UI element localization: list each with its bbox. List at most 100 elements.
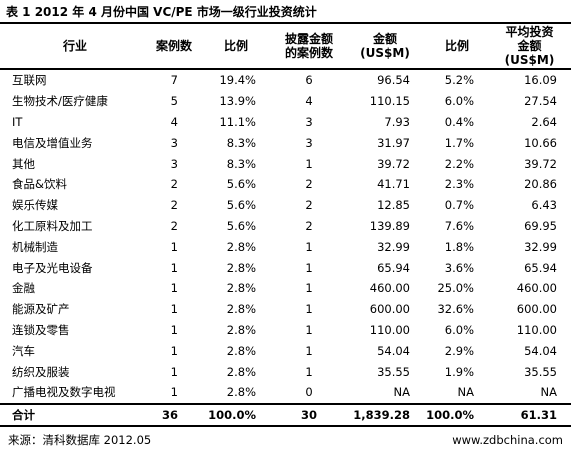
table-row: 广播电视及数字电视 1 2.8% 0 NA NA NA [0, 381, 571, 404]
cell-industry: 广播电视及数字电视 [0, 381, 150, 404]
total-avg-amount: 61.31 [488, 402, 571, 427]
cell-avg-amount: 10.66 [488, 132, 571, 154]
cell-amount-ratio: 1.9% [426, 361, 488, 382]
cell-amount: 31.97 [344, 132, 426, 154]
cell-amount: 96.54 [344, 69, 426, 91]
cell-case-ratio: 8.3% [198, 132, 274, 154]
cell-amount-ratio: 0.4% [426, 111, 488, 133]
header-row: 行业 案例数 比例 披露金额 的案例数 金额 (US$M) 比例 平均投资 金额 (US… [0, 24, 571, 70]
cell-amount: 7.93 [344, 111, 426, 133]
total-label: 合计 [0, 402, 150, 427]
cell-disclosed-cases: 1 [274, 298, 344, 320]
cell-case-ratio: 2.8% [198, 277, 274, 299]
cell-amount: 12.85 [344, 194, 426, 216]
cell-case-count: 5 [150, 90, 198, 112]
header-disclosed-cases: 披露金额 的案例数 [274, 24, 344, 70]
cell-avg-amount: 54.04 [488, 340, 571, 362]
cell-amount-ratio: 2.2% [426, 153, 488, 174]
cell-industry: 金融 [0, 277, 150, 299]
cell-disclosed-cases: 3 [274, 111, 344, 133]
cell-industry: 能源及矿产 [0, 298, 150, 320]
table-row: 金融 1 2.8% 1 460.00 25.0% 460.00 [0, 277, 571, 299]
cell-avg-amount: NA [488, 381, 571, 404]
cell-disclosed-cases: 1 [274, 340, 344, 362]
cell-disclosed-cases: 4 [274, 90, 344, 112]
cell-industry: 连锁及零售 [0, 319, 150, 341]
cell-disclosed-cases: 1 [274, 277, 344, 299]
cell-disclosed-cases: 6 [274, 69, 344, 91]
cell-case-count: 1 [150, 236, 198, 258]
cell-amount-ratio: 1.8% [426, 236, 488, 258]
cell-amount-ratio: 6.0% [426, 90, 488, 112]
cell-amount: 139.89 [344, 215, 426, 237]
header-amount: 金额 (US$M) [344, 24, 426, 70]
table-row: 电信及增值业务 3 8.3% 3 31.97 1.7% 10.66 [0, 132, 571, 154]
cell-avg-amount: 6.43 [488, 194, 571, 216]
cell-avg-amount: 110.00 [488, 319, 571, 341]
cell-disclosed-cases: 2 [274, 173, 344, 195]
cell-case-ratio: 13.9% [198, 90, 274, 112]
total-amount: 1,839.28 [344, 402, 426, 427]
footer: 来源：清科数据库 2012.05 www.zdbchina.com [0, 430, 571, 450]
cell-case-ratio: 2.8% [198, 236, 274, 258]
cell-industry: 汽车 [0, 340, 150, 362]
table-row: 生物技术/医疗健康 5 13.9% 4 110.15 6.0% 27.54 [0, 90, 571, 112]
header-case-count: 案例数 [150, 24, 198, 70]
cell-case-count: 1 [150, 381, 198, 404]
cell-amount: 110.15 [344, 90, 426, 112]
cell-case-ratio: 19.4% [198, 69, 274, 91]
cell-amount-ratio: 7.6% [426, 215, 488, 237]
cell-amount: 65.94 [344, 257, 426, 278]
cell-avg-amount: 460.00 [488, 277, 571, 299]
cell-disclosed-cases: 2 [274, 215, 344, 237]
cell-case-ratio: 2.8% [198, 340, 274, 362]
table-row: 机械制造 1 2.8% 1 32.99 1.8% 32.99 [0, 236, 571, 258]
table-row: 互联网 7 19.4% 6 96.54 5.2% 16.09 [0, 69, 571, 91]
cell-amount-ratio: NA [426, 381, 488, 404]
cell-industry: 其他 [0, 153, 150, 174]
cell-case-ratio: 5.6% [198, 173, 274, 195]
cell-amount: 39.72 [344, 153, 426, 174]
cell-industry: 电子及光电设备 [0, 257, 150, 278]
total-case-ratio: 100.0% [198, 402, 274, 427]
cell-amount-ratio: 25.0% [426, 277, 488, 299]
cell-case-ratio: 8.3% [198, 153, 274, 174]
cell-amount: 110.00 [344, 319, 426, 341]
table-row: 电子及光电设备 1 2.8% 1 65.94 3.6% 65.94 [0, 257, 571, 278]
cell-industry: IT [0, 111, 150, 133]
cell-amount: 54.04 [344, 340, 426, 362]
table-row: IT 4 11.1% 3 7.93 0.4% 2.64 [0, 111, 571, 133]
cell-amount-ratio: 1.7% [426, 132, 488, 154]
cell-industry: 食品&饮料 [0, 173, 150, 195]
cell-case-count: 1 [150, 361, 198, 382]
cell-case-ratio: 2.8% [198, 381, 274, 404]
cell-amount-ratio: 32.6% [426, 298, 488, 320]
cell-amount-ratio: 3.6% [426, 257, 488, 278]
cell-disclosed-cases: 1 [274, 153, 344, 174]
header-amount-ratio: 比例 [426, 24, 488, 70]
cell-case-count: 1 [150, 257, 198, 278]
table-row: 其他 3 8.3% 1 39.72 2.2% 39.72 [0, 153, 571, 174]
website-link[interactable]: www.zdbchina.com [452, 433, 563, 447]
cell-industry: 纺织及服装 [0, 361, 150, 382]
cell-industry: 机械制造 [0, 236, 150, 258]
cell-amount: 32.99 [344, 236, 426, 258]
cell-case-count: 1 [150, 298, 198, 320]
cell-case-ratio: 5.6% [198, 194, 274, 216]
header-industry: 行业 [0, 24, 150, 70]
cell-avg-amount: 35.55 [488, 361, 571, 382]
total-disclosed-cases: 30 [274, 402, 344, 427]
table-row: 娱乐传媒 2 5.6% 2 12.85 0.7% 6.43 [0, 194, 571, 216]
cell-case-count: 2 [150, 194, 198, 216]
cell-amount: 41.71 [344, 173, 426, 195]
cell-amount: 35.55 [344, 361, 426, 382]
cell-amount-ratio: 5.2% [426, 69, 488, 91]
cell-disclosed-cases: 1 [274, 257, 344, 278]
cell-industry: 生物技术/医疗健康 [0, 90, 150, 112]
source-note: 来源：清科数据库 2012.05 [8, 433, 152, 447]
cell-case-ratio: 2.8% [198, 298, 274, 320]
cell-case-ratio: 2.8% [198, 257, 274, 278]
table-row: 能源及矿产 1 2.8% 1 600.00 32.6% 600.00 [0, 298, 571, 320]
cell-amount: 460.00 [344, 277, 426, 299]
cell-case-ratio: 2.8% [198, 361, 274, 382]
